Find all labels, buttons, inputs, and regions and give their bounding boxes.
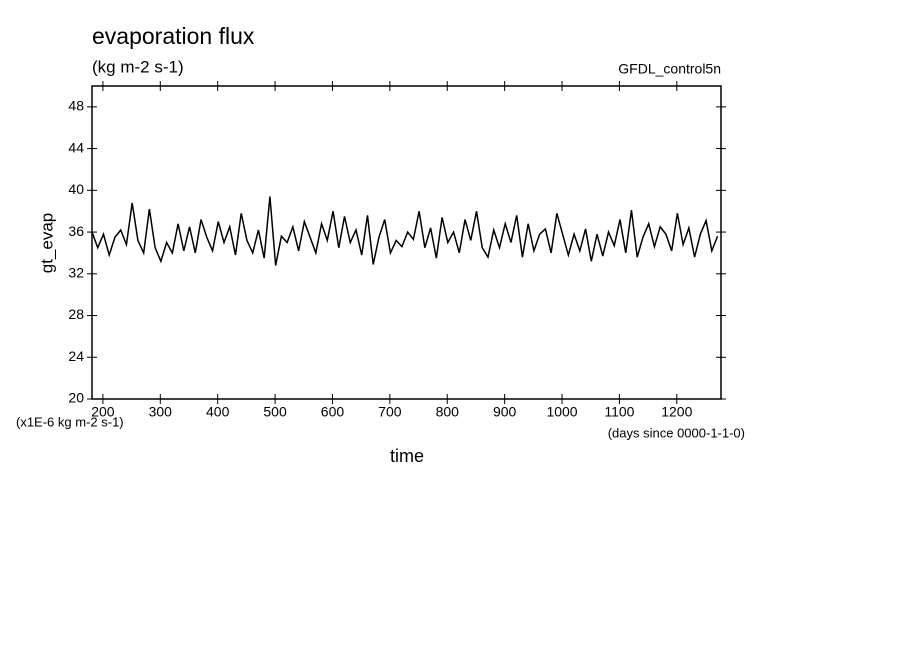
chart-subtitle: (kg m-2 s-1): [92, 57, 184, 76]
plot-frame: [91, 85, 722, 400]
y-axis-label: gt_evap: [37, 213, 56, 274]
data-line: [91, 196, 719, 266]
x-tick-label: 500: [263, 404, 287, 420]
y-tick-label: 48: [68, 98, 84, 114]
dataset-label: GFDL_control5n: [618, 61, 721, 77]
x-tick-label: 1100: [604, 404, 634, 420]
y-tick-label: 20: [68, 390, 84, 406]
y-tick-label: 36: [68, 223, 84, 239]
x-tick-label: 1000: [546, 404, 577, 420]
x-axis-label: time: [390, 446, 424, 466]
x-tick-label: 800: [436, 404, 460, 420]
y-tick-label: 24: [68, 348, 84, 364]
x-tick-label: 300: [149, 404, 173, 420]
x-tick-label: 400: [206, 404, 230, 420]
x-tick-label: 1200: [661, 404, 692, 420]
y-tick-label: 28: [68, 306, 84, 322]
chart-title: evaporation flux: [92, 23, 255, 49]
y-tick-label: 40: [68, 181, 84, 197]
y-tick-label: 32: [68, 265, 84, 281]
x-units: (days since 0000-1-1-0): [608, 425, 745, 440]
x-tick-label: 700: [378, 404, 402, 420]
y-tick-label: 44: [68, 139, 84, 155]
x-tick-label: 200: [91, 404, 115, 420]
x-tick-label: 600: [321, 404, 345, 420]
x-tick-label: 900: [493, 404, 517, 420]
y-units: (x1E-6 kg m-2 s-1): [16, 414, 124, 429]
